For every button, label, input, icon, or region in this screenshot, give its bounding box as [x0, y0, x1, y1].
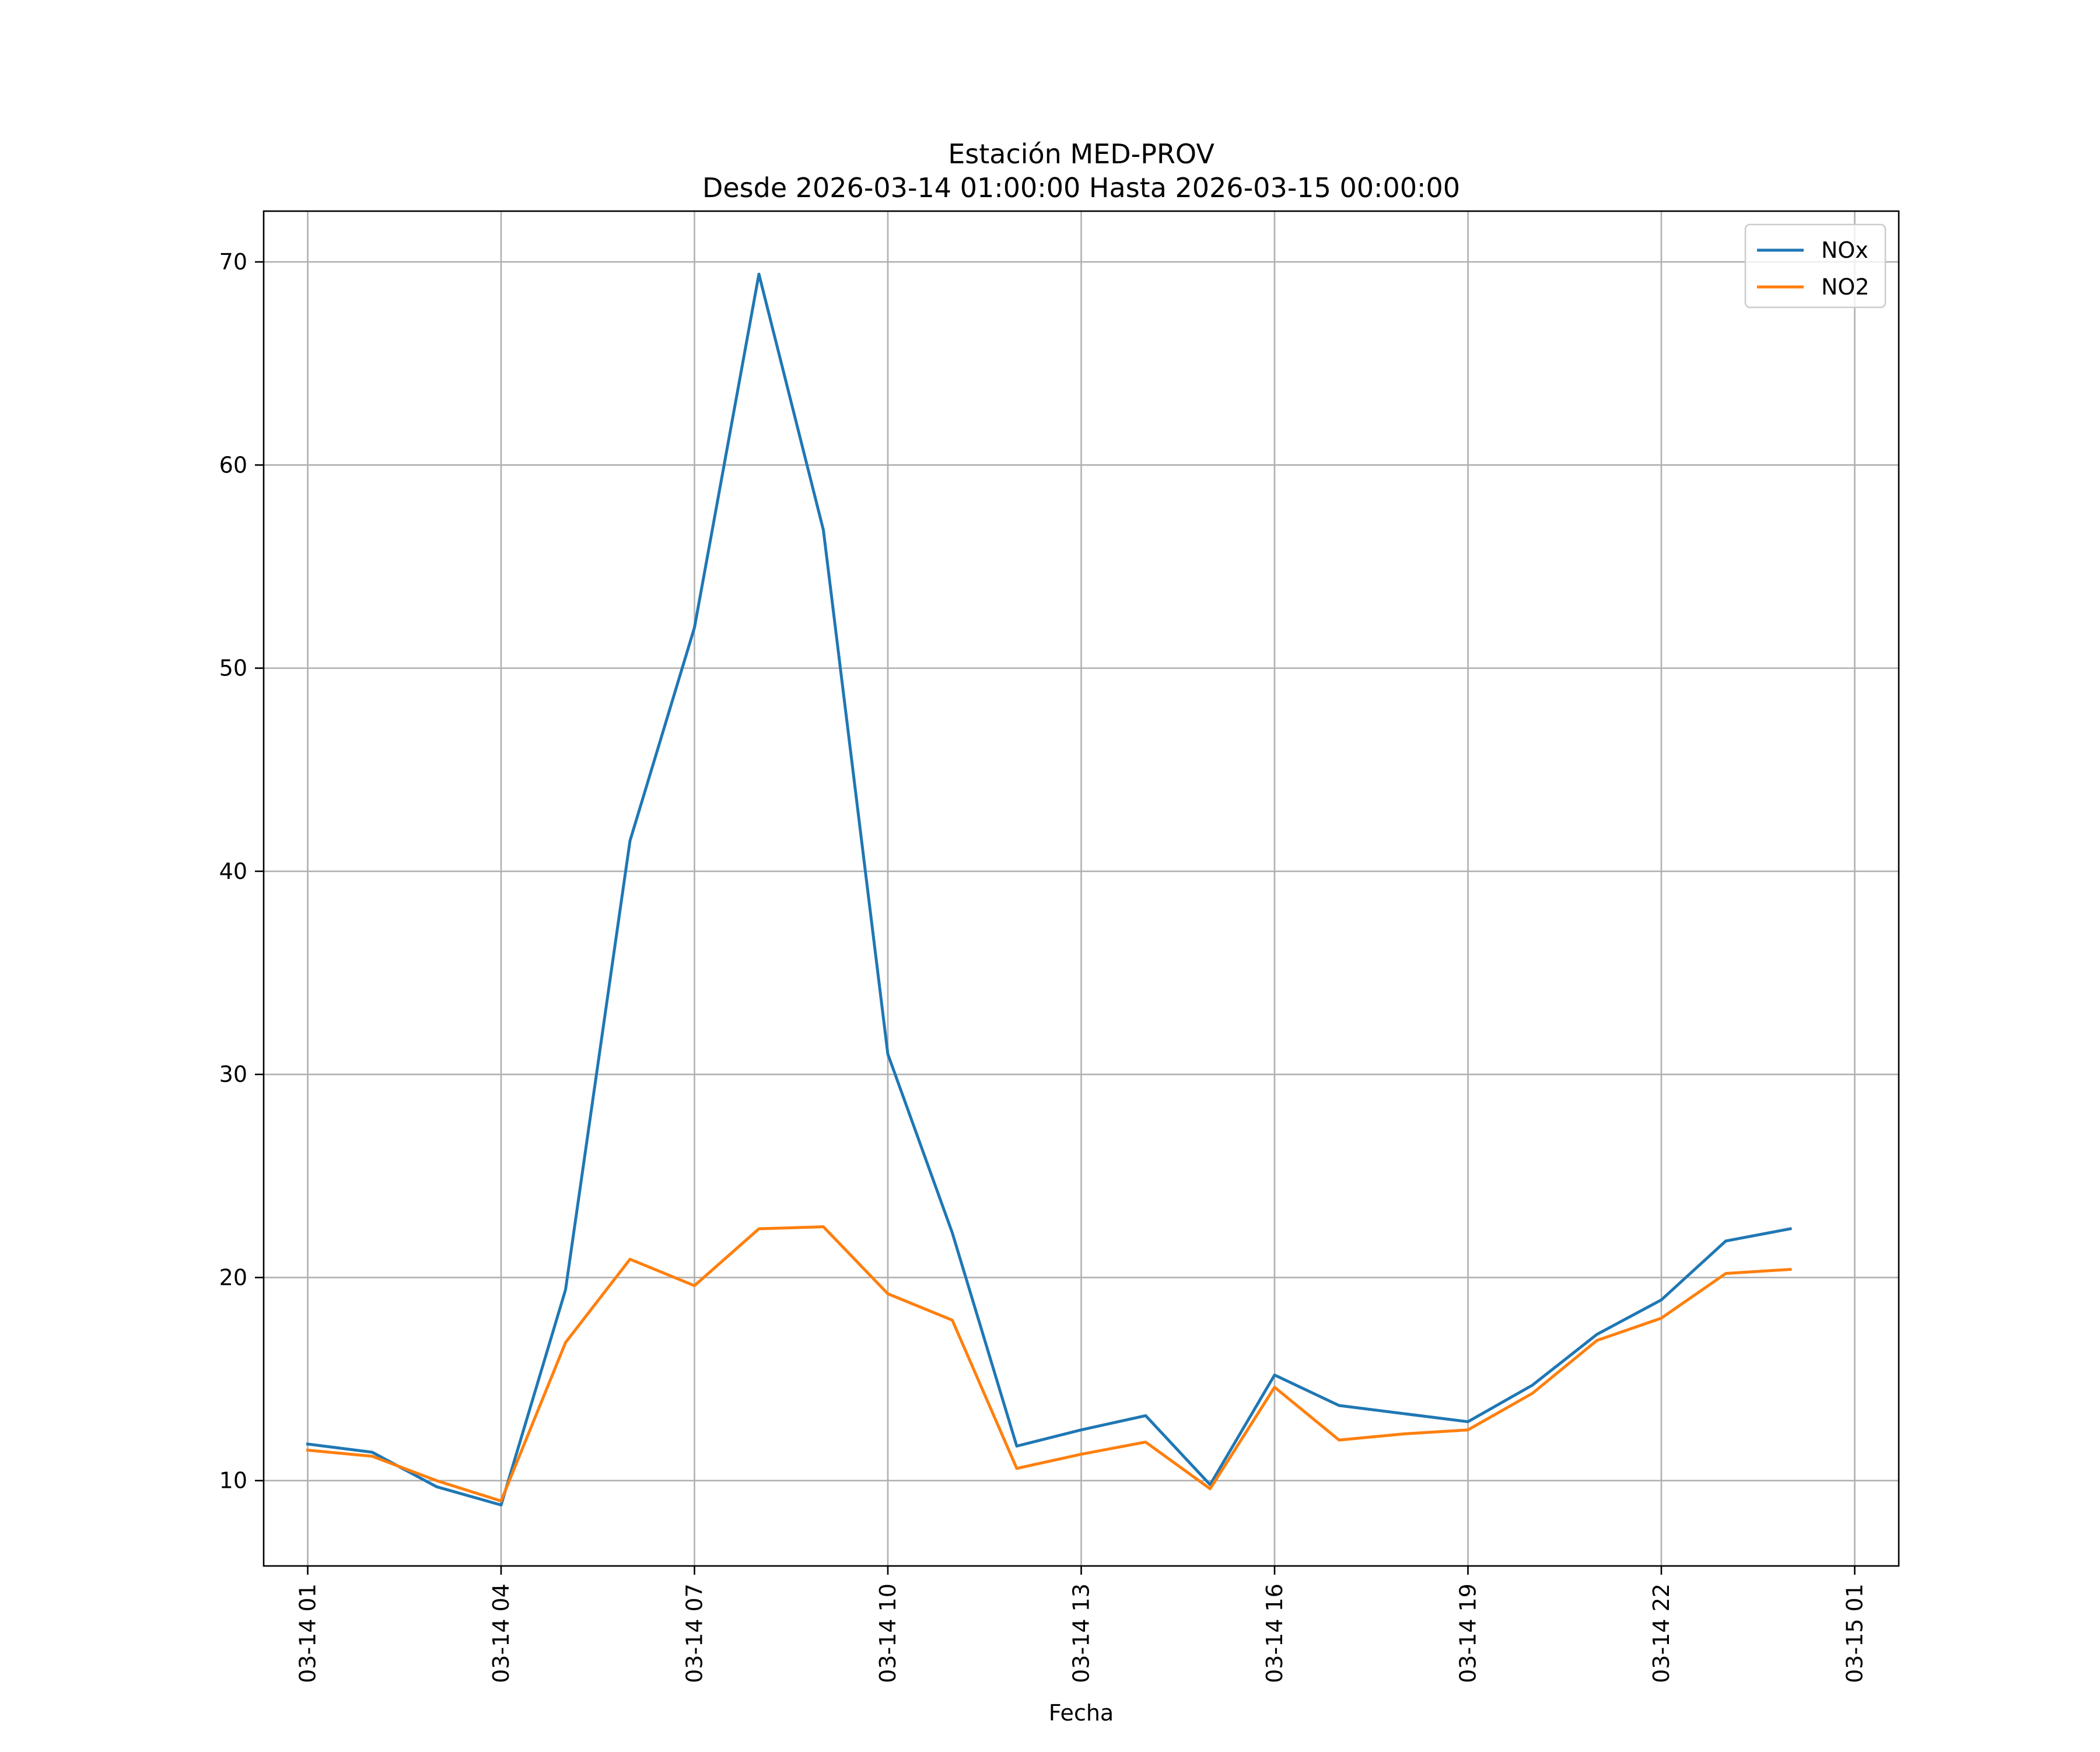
series-layer	[306, 272, 1792, 1506]
ticks: 03-14 01 03-14 04 03-14 07 03-14 10 03-14 13…	[219, 249, 1868, 1683]
y-tick-label: 50	[219, 656, 247, 681]
legend-label-nox: NOx	[1821, 237, 1868, 263]
y-tick-label: 10	[219, 1468, 247, 1494]
chart-subtitle: Desde 2026-03-14 01:00:00 Hasta 2026-03-…	[702, 172, 1460, 204]
x-tick-label: 03-14 07	[682, 1583, 708, 1683]
x-tick-label: 03-14 19	[1455, 1583, 1480, 1683]
y-tick-label: 20	[219, 1264, 247, 1290]
y-tick-label: 30	[219, 1061, 247, 1087]
x-tick-label: 03-14 01	[295, 1583, 321, 1683]
x-tick-label: 03-14 13	[1069, 1583, 1094, 1683]
x-axis-label: Fecha	[1049, 1700, 1114, 1726]
legend: NOx NO2	[1744, 223, 1887, 309]
x-tick-label: 03-14 16	[1262, 1583, 1287, 1683]
y-tick-label: 60	[219, 452, 247, 478]
x-tick-label: 03-14 10	[875, 1583, 901, 1683]
legend-label-no2: NO2	[1821, 274, 1870, 300]
y-tick-label: 40	[219, 859, 247, 884]
x-tick-label: 03-14 22	[1648, 1583, 1674, 1683]
x-tick-label: 03-14 04	[488, 1583, 514, 1683]
series-line-nox	[306, 272, 1792, 1506]
x-tick-label: 03-15 01	[1842, 1583, 1867, 1683]
series-line-no2	[306, 1225, 1792, 1503]
chart-title: Estación MED-PROV	[948, 138, 1214, 170]
grid	[264, 211, 1899, 1566]
y-tick-label: 70	[219, 249, 247, 275]
